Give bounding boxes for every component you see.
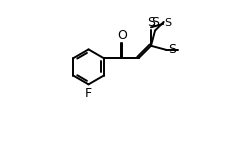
Text: S: S	[151, 16, 159, 29]
Text: F: F	[85, 87, 92, 100]
Text: O: O	[117, 29, 127, 42]
Text: S: S	[147, 16, 155, 29]
Text: S: S	[164, 18, 172, 28]
Text: S: S	[168, 43, 176, 56]
